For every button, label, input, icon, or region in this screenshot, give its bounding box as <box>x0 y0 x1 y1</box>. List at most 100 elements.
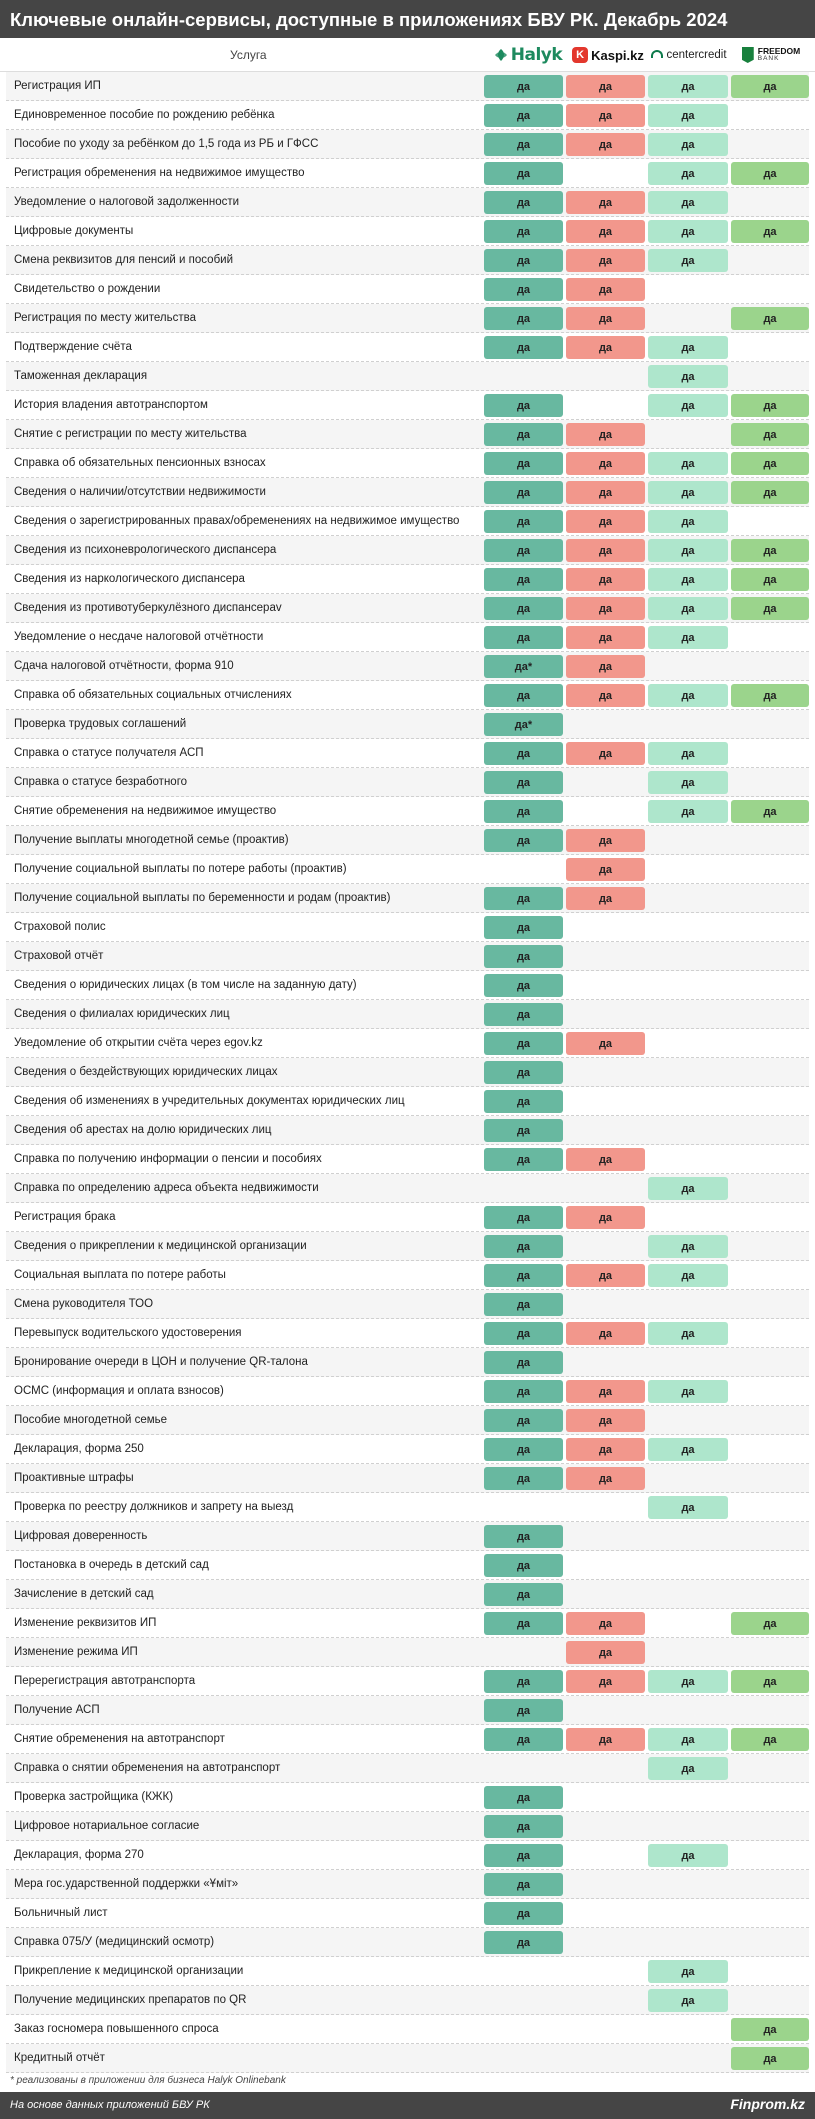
availability-cell-centercredit: да <box>648 75 728 98</box>
table-row: Проверка по реестру должников и запрету … <box>6 1493 809 1522</box>
availability-cell-kaspi: да <box>566 539 645 562</box>
service-name: Проверка застройщика (КЖК) <box>14 1791 174 1803</box>
availability-cell-halyk: да <box>484 829 563 852</box>
availability-cell-kaspi: да <box>566 1322 645 1345</box>
table-row: Сведения о филиалах юридических лиц да <box>6 1000 809 1029</box>
column-header-row: Услуга Halyk K Kaspi.kz centercredit FRE… <box>0 38 815 72</box>
table-row: Зачисление в детский сад да <box>6 1580 809 1609</box>
availability-cell-kaspi: да <box>566 191 645 214</box>
availability-cell-halyk: да <box>484 452 563 475</box>
availability-cell-freedom: да <box>731 75 809 98</box>
availability-cell-halyk: да <box>484 800 563 823</box>
service-name: Мера гос.ударственной поддержки «Ұміт» <box>14 1878 239 1890</box>
service-name: Справка по получению информации о пенсии… <box>14 1153 322 1165</box>
service-name: Снятие с регистрации по месту жительства <box>14 428 247 440</box>
table-row: Получение социальной выплаты по беременн… <box>6 884 809 913</box>
availability-cell-halyk: да <box>484 162 563 185</box>
availability-cell-halyk: да <box>484 278 563 301</box>
availability-cell-halyk: да <box>484 423 563 446</box>
availability-cell-halyk: да* <box>484 655 563 678</box>
availability-cell-freedom: да <box>731 423 809 446</box>
freedom-logo-subtext: BANK <box>757 55 780 62</box>
availability-cell-freedom: да <box>731 394 809 417</box>
table-row: Сведения о зарегистрированных правах/обр… <box>6 507 809 536</box>
service-name: Получение социальной выплаты по потере р… <box>14 863 347 875</box>
availability-cell-halyk: да <box>484 597 563 620</box>
availability-cell-kaspi: да <box>566 568 645 591</box>
availability-cell-centercredit: да <box>648 597 728 620</box>
availability-cell-centercredit: да <box>648 249 728 272</box>
availability-cell-kaspi: да <box>566 684 645 707</box>
availability-cell-freedom: да <box>731 539 809 562</box>
availability-cell-halyk: да <box>484 887 563 910</box>
table-row: Сведения об изменениях в учредительных д… <box>6 1087 809 1116</box>
availability-cell-freedom: да <box>731 1612 809 1635</box>
availability-cell-halyk: да <box>484 481 563 504</box>
service-name: Постановка в очередь в детский сад <box>14 1559 209 1571</box>
availability-cell-halyk: да <box>484 1003 563 1026</box>
availability-cell-halyk: да <box>484 1583 563 1606</box>
service-name: Декларация, форма 270 <box>14 1849 144 1861</box>
availability-cell-halyk: да <box>484 1902 563 1925</box>
service-name: Уведомление об открытии счёта через egov… <box>14 1037 263 1049</box>
table-row: Уведомление об открытии счёта через egov… <box>6 1029 809 1058</box>
availability-cell-halyk: да <box>484 1670 563 1693</box>
table-row: Прикрепление к медицинской организации да <box>6 1957 809 1986</box>
table-row: Справка по определению адреса объекта не… <box>6 1174 809 1203</box>
table-row: Больничный лист да <box>6 1899 809 1928</box>
service-name: Единовременное пособие по рождению ребён… <box>14 109 275 121</box>
availability-cell-kaspi: да <box>566 1670 645 1693</box>
halyk-logo: Halyk <box>488 44 568 66</box>
availability-cell-halyk: да <box>484 1873 563 1896</box>
table-row: Получение АСП да <box>6 1696 809 1725</box>
service-name: Сведения из психоневрологического диспан… <box>14 544 277 556</box>
table-row: Справка 075/У (медицинский осмотр) да <box>6 1928 809 1957</box>
kaspi-icon: K <box>572 47 589 63</box>
service-name: Регистрация обременения на недвижимое им… <box>14 167 305 179</box>
table-row: Единовременное пособие по рождению ребён… <box>6 101 809 130</box>
service-name: Подтверждение счёта <box>14 341 132 353</box>
availability-cell-freedom: да <box>731 568 809 591</box>
table-row: История владения автотранспортом да да да <box>6 391 809 420</box>
availability-cell-kaspi: да <box>566 1728 645 1751</box>
service-name: Справка по определению адреса объекта не… <box>14 1182 319 1194</box>
availability-cell-kaspi: да <box>566 1641 645 1664</box>
availability-cell-freedom: да <box>731 800 809 823</box>
service-name: Зачисление в детский сад <box>14 1588 154 1600</box>
availability-cell-centercredit: да <box>648 1438 728 1461</box>
table-row: Справка об обязательных пенсионных взнос… <box>6 449 809 478</box>
availability-cell-kaspi: да <box>566 1206 645 1229</box>
availability-cell-centercredit: да <box>648 1989 728 2012</box>
availability-cell-kaspi: да <box>566 336 645 359</box>
availability-cell-centercredit: да <box>648 191 728 214</box>
service-name: Изменение режима ИП <box>14 1646 138 1658</box>
table-row: Получение социальной выплаты по потере р… <box>6 855 809 884</box>
availability-cell-halyk: да <box>484 1119 563 1142</box>
service-name: Пособие по уходу за ребёнком до 1,5 года… <box>14 138 319 150</box>
availability-cell-halyk: да <box>484 626 563 649</box>
availability-cell-halyk: да <box>484 1409 563 1432</box>
service-name: Регистрация по месту жительства <box>14 312 196 324</box>
availability-cell-halyk: да <box>484 1525 563 1548</box>
table-row: Сдача налоговой отчётности, форма 910 да*… <box>6 652 809 681</box>
availability-cell-kaspi: да <box>566 1032 645 1055</box>
availability-cell-kaspi: да <box>566 597 645 620</box>
halyk-leaf-icon <box>494 49 507 61</box>
table-row: Проверка застройщика (КЖК) да <box>6 1783 809 1812</box>
table-row: Получение выплаты многодетной семье (про… <box>6 826 809 855</box>
availability-cell-halyk: да <box>484 1351 563 1374</box>
availability-cell-kaspi: да <box>566 1264 645 1287</box>
table-row: Страховой отчёт да <box>6 942 809 971</box>
table-row: Таможенная декларация да <box>6 362 809 391</box>
table-row: Бронирование очереди в ЦОН и получение Q… <box>6 1348 809 1377</box>
availability-cell-halyk: да <box>484 1206 563 1229</box>
availability-cell-halyk: да <box>484 510 563 533</box>
table-row: Справка об обязательных социальных отчис… <box>6 681 809 710</box>
availability-cell-centercredit: да <box>648 626 728 649</box>
service-name: ОСМС (информация и оплата взносов) <box>14 1385 224 1397</box>
table-row: Цифровые документы да да да да <box>6 217 809 246</box>
availability-cell-freedom: да <box>731 162 809 185</box>
service-name: Справка о статусе получателя АСП <box>14 747 204 759</box>
service-name: Снятие обременения на недвижимое имущест… <box>14 805 277 817</box>
availability-cell-halyk: да <box>484 1264 563 1287</box>
